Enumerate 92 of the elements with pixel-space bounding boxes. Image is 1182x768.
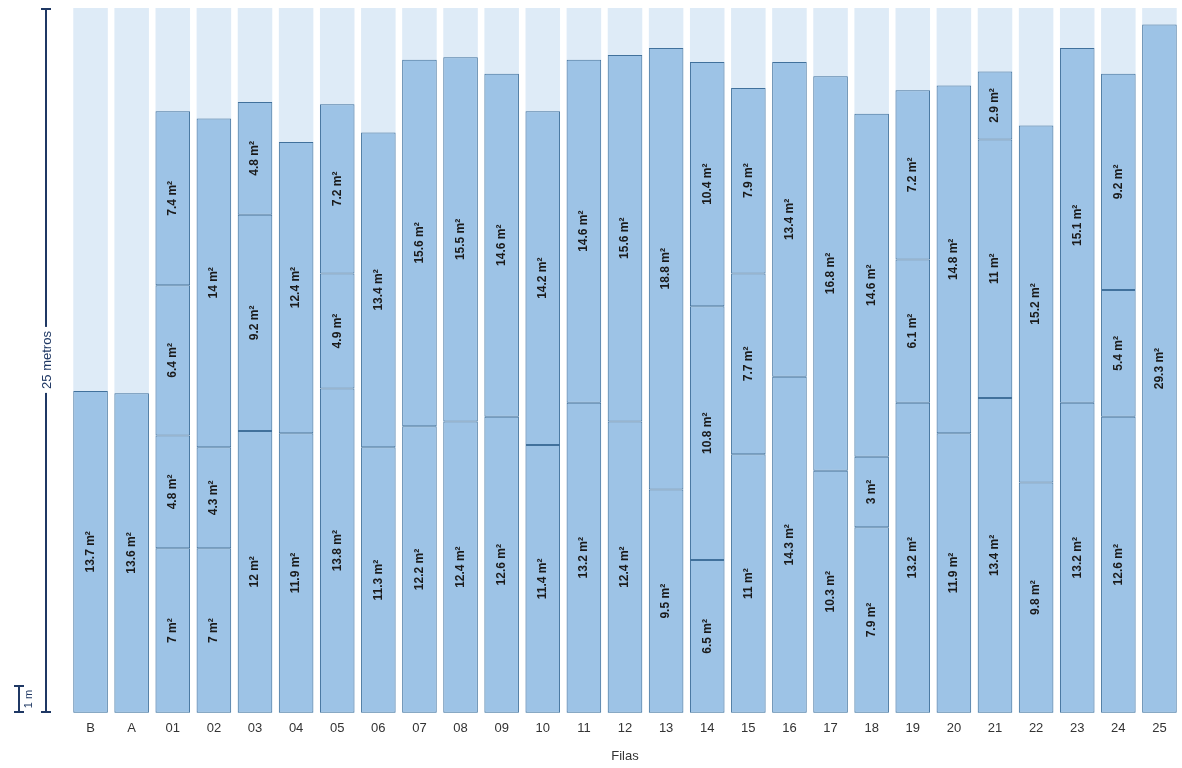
x-tick-label: 07: [412, 720, 427, 736]
data-label: 5.4 m²: [1110, 336, 1125, 371]
data-label: 13.8 m²: [329, 530, 344, 572]
data-label: 4.8 m²: [165, 474, 180, 510]
data-label: 10.8 m²: [699, 412, 714, 454]
data-label: 12.2 m²: [411, 548, 426, 591]
data-label: 11.9 m²: [946, 552, 961, 594]
text: 1 m: [22, 689, 34, 708]
data-label: 15.2 m²: [1028, 283, 1043, 325]
data-label: 13.6 m²: [123, 532, 138, 574]
data-label: 14.6 m²: [493, 224, 508, 266]
data-label: 18.8 m²: [658, 248, 673, 290]
data-label: 7.2 m²: [329, 171, 344, 207]
data-label: 14.6 m²: [863, 264, 878, 306]
data-label: 13.4 m²: [987, 534, 1002, 577]
data-label: 7.4 m²: [165, 180, 180, 216]
data-label: 6.1 m²: [905, 313, 920, 349]
data-label: 15.1 m²: [1069, 204, 1084, 246]
data-label: 6.4 m²: [165, 343, 180, 378]
x-tick-label: 19: [905, 720, 921, 736]
x-tick-label: 06: [371, 720, 386, 736]
x-tick-label: 15: [741, 720, 756, 736]
x-tick-label: B: [86, 720, 95, 736]
data-label: 16.8 m²: [822, 252, 837, 295]
data-label: 13.4 m²: [370, 269, 385, 311]
data-label: 7.9 m²: [863, 602, 878, 638]
x-tick-label: 01: [165, 720, 181, 736]
data-label: 9.2 m²: [1110, 164, 1125, 200]
x-tick-label: 23: [1069, 720, 1085, 736]
data-label: 7 m²: [165, 618, 180, 643]
x-tick-label: 10: [535, 720, 551, 736]
data-label: 12.4 m²: [288, 266, 303, 309]
x-tick-label: 24: [1111, 720, 1126, 736]
x-tick-label: 22: [1028, 720, 1044, 736]
data-label: 13.2 m²: [1069, 537, 1084, 579]
data-label: 29.3 m²: [1151, 347, 1166, 390]
data-label: 10.3 m²: [822, 571, 837, 613]
data-label: 12.4 m²: [452, 546, 467, 588]
data-label: 14.2 m²: [535, 257, 550, 299]
data-label: 7.7 m²: [740, 346, 755, 382]
x-tick-label: 20: [946, 720, 962, 736]
x-tick-label: 25: [1152, 720, 1167, 736]
data-label: 12.6 m²: [1110, 544, 1125, 586]
data-label: 9.2 m²: [247, 305, 262, 341]
data-label: 7.2 m²: [905, 157, 920, 193]
data-label: 2.9 m²: [987, 88, 1002, 123]
x-tick-label: 03: [247, 720, 263, 736]
data-label: 3 m²: [863, 479, 878, 505]
x-tick-label: 09: [494, 720, 509, 736]
data-label: 14.6 m²: [576, 210, 591, 252]
x-tick-label: 16: [782, 720, 797, 736]
data-label: 7.9 m²: [740, 163, 755, 199]
data-label: 9.5 m²: [658, 583, 673, 619]
data-label: 13.2 m²: [905, 537, 920, 579]
data-label: 15.5 m²: [452, 218, 467, 261]
data-label: 11.4 m²: [535, 558, 550, 600]
data-label: 14.8 m²: [946, 238, 961, 281]
data-label: 4.9 m²: [329, 313, 344, 349]
data-label: 14 m²: [206, 267, 221, 299]
data-label: 11.3 m²: [370, 559, 385, 601]
x-tick-label: 08: [453, 720, 468, 736]
data-label: 12.4 m²: [617, 546, 632, 588]
x-axis-title: Filas: [611, 747, 640, 763]
x-tick-label: 14: [699, 720, 715, 736]
x-tick-label: 21: [987, 720, 1003, 736]
data-label: 4.8 m²: [247, 141, 262, 176]
data-label: 13.7 m²: [82, 531, 97, 573]
data-label: 12 m²: [247, 556, 262, 588]
data-label: 6.5 m²: [699, 619, 714, 654]
x-tick-label: 12: [617, 720, 633, 736]
x-tick-label: A: [127, 720, 137, 736]
data-label: 7 m²: [206, 618, 221, 643]
data-label: 10.4 m²: [699, 163, 714, 205]
x-tick-label: 13: [658, 720, 674, 736]
data-label: 14.3 m²: [781, 524, 796, 566]
x-tick-label: 17: [823, 720, 838, 736]
x-tick-label: 04: [288, 720, 304, 736]
data-label: 13.2 m²: [576, 537, 591, 579]
data-label: 15.6 m²: [617, 217, 632, 259]
data-label: 11 m²: [987, 253, 1002, 285]
data-label: 12.6 m²: [493, 544, 508, 586]
x-tick-label: 05: [329, 720, 345, 736]
text: 25 metros: [38, 327, 54, 394]
x-tick-label: 11: [577, 720, 591, 736]
data-label: 15.6 m²: [411, 222, 426, 264]
data-label: 11 m²: [740, 568, 755, 599]
x-tick-label: 02: [206, 720, 222, 736]
x-tick-label: 18: [864, 720, 879, 736]
data-label: 11.9 m²: [288, 552, 303, 594]
data-label: 9.8 m²: [1028, 580, 1043, 616]
data-label: 13.4 m²: [781, 198, 796, 241]
data-label: 4.3 m²: [206, 480, 221, 516]
